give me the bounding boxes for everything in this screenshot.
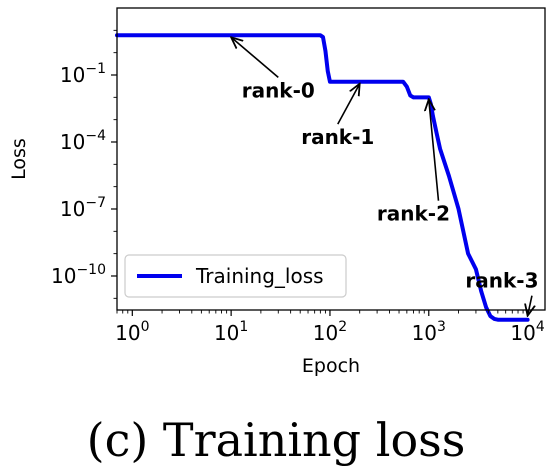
annotation-arrow-rank-1 <box>337 84 360 125</box>
annotation-label-rank-2: rank-2 <box>377 202 450 226</box>
y-tick-label: 10−1 <box>60 61 106 87</box>
legend-label: Training_loss <box>195 264 324 288</box>
annotation-arrow-rank-0 <box>231 37 279 78</box>
axes-frame <box>116 7 546 311</box>
legend-box <box>124 254 347 298</box>
y-tick-label: 10−4 <box>60 128 106 154</box>
annotation-arrow-rank-2 <box>429 99 440 201</box>
y-tick-label: 10−7 <box>60 195 106 221</box>
x-tick-label: 101 <box>214 319 248 345</box>
x-tick-label: 104 <box>510 319 544 345</box>
annotation-arrow-rank-3 <box>528 295 532 316</box>
x-axis-label: Epoch <box>302 355 360 377</box>
annotation-label-rank-3: rank-3 <box>465 269 538 293</box>
annotation-label-rank-0: rank-0 <box>242 78 315 102</box>
legend: Training_loss <box>124 254 347 298</box>
y-axis-label: Loss <box>8 138 30 180</box>
x-tick-label: 103 <box>412 319 446 345</box>
x-tick-label: 102 <box>313 319 347 345</box>
y-tick-label: 10−10 <box>51 262 106 288</box>
annotation-label-rank-1: rank-1 <box>301 125 374 149</box>
caption: (c) Training loss <box>87 413 466 467</box>
plot-area: 100 101 102 103 104 10−1 10−4 10−7 10−10 Epoch Los… <box>8 7 546 377</box>
x-tick-label: 100 <box>115 319 149 345</box>
